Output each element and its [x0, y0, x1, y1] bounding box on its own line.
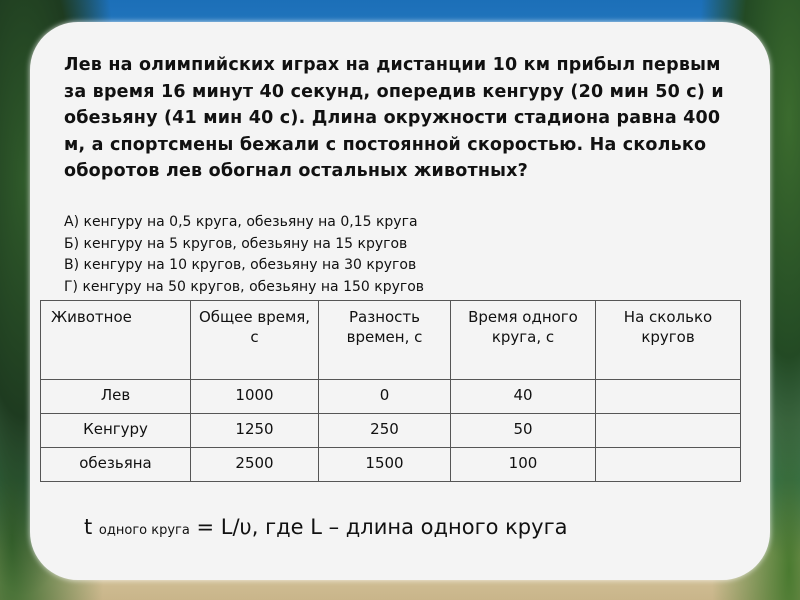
- option-g: Г) кенгуру на 50 кругов, обезьяну на 150…: [64, 278, 425, 295]
- cell-animal: Лев: [40, 379, 191, 414]
- cell-total-time: 1250: [190, 413, 319, 448]
- header-laps: На сколько кругов: [595, 300, 741, 380]
- cell-total-time: 1000: [190, 379, 319, 414]
- cell-laps: [595, 413, 741, 448]
- header-animal: Животное: [40, 300, 191, 380]
- cell-total-time: 2500: [190, 447, 319, 482]
- cell-lap-time: 100: [450, 447, 596, 482]
- answer-options: А) кенгуру на 0,5 круга, обезьяну на 0,1…: [64, 212, 424, 298]
- table-header-row: Животное Общее время, с Разность времен,…: [40, 300, 741, 380]
- table-row: Лев 1000 0 40: [40, 379, 741, 414]
- cell-time-diff: 0: [318, 379, 451, 414]
- cell-time-diff: 250: [318, 413, 451, 448]
- option-a: А) кенгуру на 0,5 круга, обезьяну на 0,1…: [64, 214, 418, 230]
- formula-subscript: одного круга: [98, 523, 190, 538]
- formula: t одного круга = L/υ, где L – длина одно…: [84, 515, 567, 539]
- formula-rest: = L/υ, где L – длина одного круга: [196, 515, 568, 539]
- cell-laps: [595, 379, 741, 414]
- cell-time-diff: 1500: [318, 447, 451, 482]
- cell-lap-time: 50: [450, 413, 596, 448]
- cell-lap-time: 40: [450, 379, 596, 414]
- option-v: В) кенгуру на 10 кругов, обезьяну на 30 …: [64, 257, 417, 273]
- header-total-time: Общее время, с: [190, 300, 319, 380]
- cell-animal: обезьяна: [40, 447, 191, 482]
- cell-animal: Кенгуру: [40, 413, 191, 448]
- cell-laps: [595, 447, 741, 482]
- table-row: Кенгуру 1250 250 50: [40, 413, 741, 448]
- option-b: Б) кенгуру на 5 кругов, обезьяну на 15 к…: [64, 235, 408, 252]
- table-row: обезьяна 2500 1500 100: [40, 447, 741, 482]
- data-table: Животное Общее время, с Разность времен,…: [40, 300, 741, 482]
- formula-t: t: [84, 515, 93, 539]
- header-time-diff: Разность времен, с: [318, 300, 451, 380]
- problem-text: Лев на олимпийских играх на дистанции 10…: [64, 55, 724, 181]
- header-lap-time: Время одного круга, с: [450, 300, 596, 380]
